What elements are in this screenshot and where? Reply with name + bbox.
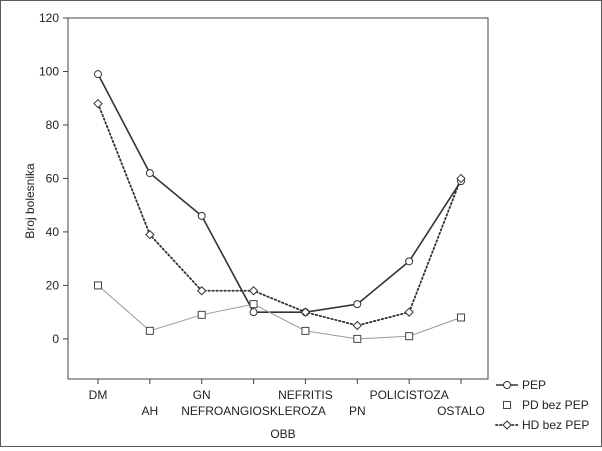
x-tick-label: NEFRITIS bbox=[278, 388, 333, 402]
point-marker-square bbox=[145, 326, 154, 335]
y-tick-label: 80 bbox=[46, 118, 60, 132]
point-marker-square bbox=[503, 401, 511, 409]
point-marker-diamond bbox=[404, 307, 414, 317]
point-marker-circle bbox=[145, 169, 154, 178]
legend: PEP PD bez PEP HD bez PEP bbox=[495, 378, 589, 432]
point-marker-diamond bbox=[197, 286, 207, 296]
legend-label: PEP bbox=[522, 378, 546, 392]
point-marker-circle bbox=[197, 211, 206, 220]
legend-label: HD bez PEP bbox=[522, 418, 589, 432]
point-marker-square bbox=[301, 326, 310, 335]
point-marker-circle bbox=[94, 70, 102, 79]
y-axis-title: Broj bolesnika bbox=[23, 163, 37, 239]
point-marker-square bbox=[457, 313, 465, 322]
x-tick-label: PN bbox=[349, 404, 366, 418]
point-marker-diamond bbox=[93, 98, 103, 109]
y-tick-label: 60 bbox=[46, 171, 60, 185]
point-marker-diamond bbox=[300, 307, 311, 317]
x-tick-label: POLICISTOZA bbox=[370, 388, 449, 402]
x-tick-label: NEFROANGIOSKLEROZA bbox=[181, 404, 326, 418]
x-tick-label: AH bbox=[142, 404, 159, 418]
x-axis-title: OBB bbox=[270, 427, 295, 441]
point-marker-diamond bbox=[352, 320, 362, 331]
series-line-1 bbox=[97, 285, 462, 340]
y-tick-label: 20 bbox=[46, 278, 60, 292]
point-marker-square bbox=[405, 332, 414, 341]
x-tick-label: GN bbox=[193, 388, 211, 402]
point-marker-diamond bbox=[456, 173, 466, 184]
point-marker-circle bbox=[405, 257, 414, 266]
x-tick-label: DM bbox=[89, 388, 108, 402]
series-line-0 bbox=[97, 73, 462, 313]
point-marker-square bbox=[197, 310, 206, 319]
legend-label: PD bez PEP bbox=[522, 398, 589, 412]
point-marker-diamond bbox=[145, 229, 155, 240]
y-tick-label: 0 bbox=[52, 332, 59, 346]
x-tick-label: OSTALO bbox=[437, 404, 485, 418]
point-marker-diamond bbox=[248, 286, 259, 296]
y-tick-label: 40 bbox=[46, 225, 60, 239]
point-marker-square bbox=[94, 281, 102, 290]
y-tick-label: 120 bbox=[39, 11, 59, 25]
plot-area bbox=[67, 17, 489, 380]
point-marker-square bbox=[249, 300, 258, 309]
point-marker-square bbox=[353, 334, 362, 343]
point-marker-diamond bbox=[502, 420, 512, 430]
series-line-2 bbox=[97, 102, 462, 327]
point-marker-circle bbox=[353, 300, 362, 309]
y-tick-label: 100 bbox=[39, 64, 59, 78]
point-marker-circle bbox=[249, 308, 258, 317]
point-marker-circle bbox=[503, 381, 511, 389]
